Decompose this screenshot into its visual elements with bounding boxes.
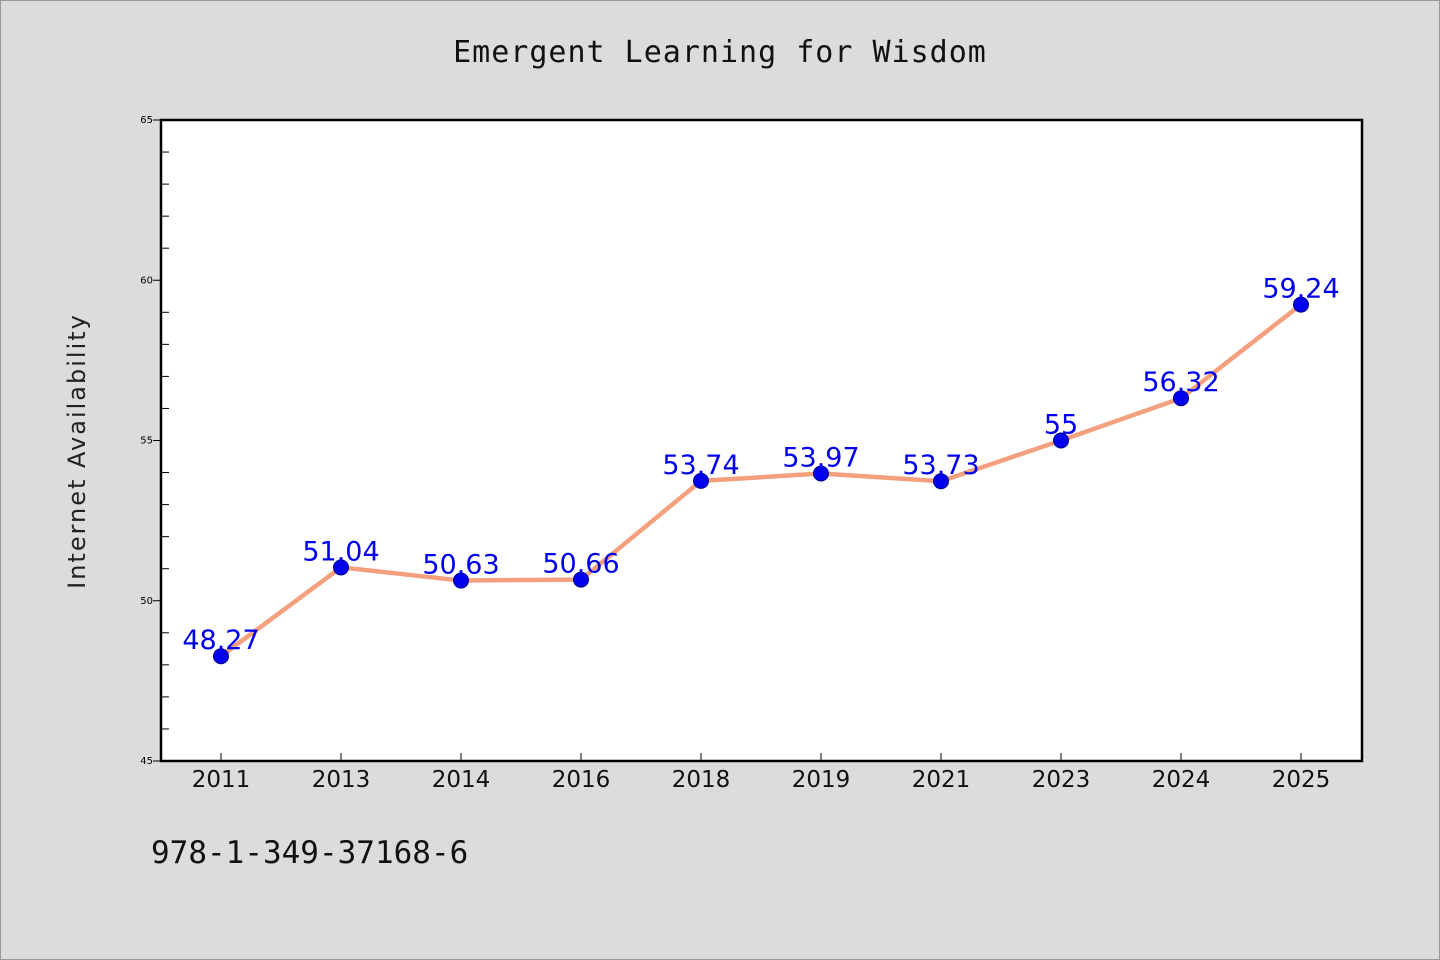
data-point (1053, 432, 1069, 449)
y-tick-label: 55 (140, 436, 153, 447)
x-tick-label: 2011 (192, 767, 251, 793)
y-axis: 45 50 55 60 65 (140, 115, 169, 767)
data-label: 51.04 (302, 536, 379, 567)
data-point (573, 571, 589, 588)
data-point (693, 472, 709, 489)
data-label: 48.27 (182, 625, 259, 656)
data-point (213, 648, 229, 665)
data-label: 59.24 (1262, 274, 1339, 305)
data-label: 50.66 (542, 549, 619, 580)
data-label: 53.73 (902, 450, 979, 481)
y-tick-label: 65 (140, 115, 153, 126)
data-label: 56.32 (1142, 367, 1219, 398)
data-point (1173, 390, 1189, 407)
isbn-footnote: 978-1-349-37168-6 (151, 835, 469, 871)
x-tick-label: 2018 (672, 767, 731, 793)
data-point (933, 473, 949, 490)
x-tick-label: 2014 (432, 767, 491, 793)
y-tick-label: 45 (140, 756, 153, 767)
data-point (813, 465, 829, 482)
data-label: 55 (1044, 410, 1078, 441)
x-tick-label: 2016 (552, 767, 611, 793)
x-tick-label: 2013 (312, 767, 371, 793)
series-layer: 48.27 51.04 50.63 50.66 53.74 53.97 53.73 55 56.… (182, 274, 1340, 665)
x-tick-label: 2024 (1152, 767, 1211, 793)
y-tick-label: 60 (140, 275, 153, 286)
data-label: 53.97 (782, 443, 859, 474)
series-line (218, 302, 1304, 659)
plot-area (159, 118, 1364, 763)
data-label: 53.74 (662, 450, 739, 481)
data-point (333, 559, 349, 576)
y-tick-label: 50 (140, 596, 153, 607)
x-tick-label: 2019 (792, 767, 851, 793)
chart-title: Emergent Learning for Wisdom (453, 35, 987, 70)
x-tick-label: 2021 (912, 767, 971, 793)
x-tick-label: 2025 (1272, 767, 1331, 793)
data-point (453, 572, 469, 589)
x-tick-label: 2023 (1032, 767, 1091, 793)
x-axis: 2011 2013 2014 2016 2018 2019 2021 2023 2024 2025 (192, 753, 1331, 793)
data-label: 50.63 (422, 550, 499, 581)
data-point (1293, 296, 1309, 313)
